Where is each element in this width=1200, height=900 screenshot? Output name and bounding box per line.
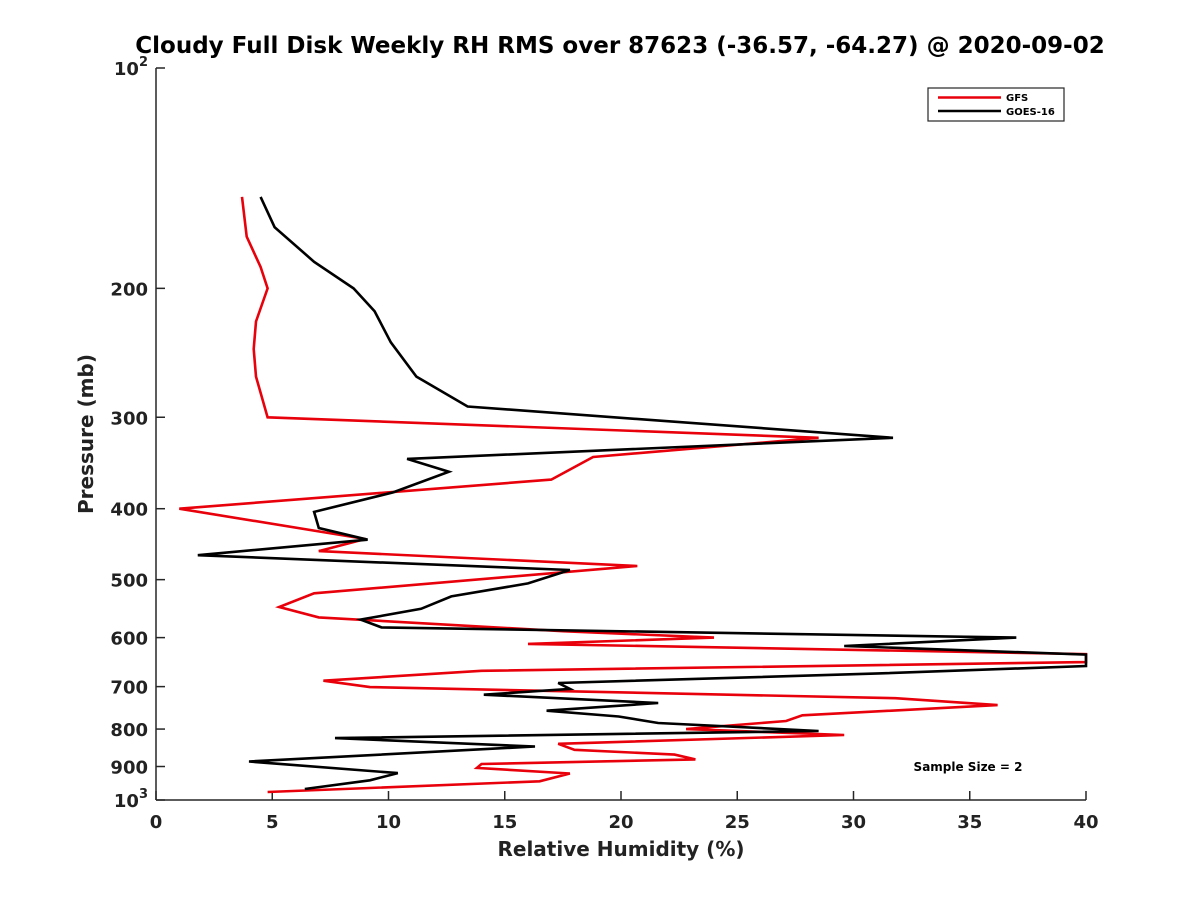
y-tick-label-base: 400: [110, 500, 148, 521]
x-tick-label: 40: [1073, 812, 1098, 833]
y-tick-label: 600: [110, 629, 148, 650]
y-tick-label: 700: [110, 678, 148, 699]
y-tick-label-base: 300: [110, 408, 148, 429]
x-tick-label: 35: [957, 812, 982, 833]
y-tick-label: 300: [110, 408, 148, 429]
y-tick-label: 200: [110, 279, 148, 300]
y-tick-label-base: 700: [110, 678, 148, 699]
plot-area: 0 5 10 15 20 25 30 35 40 10220030040050060070080…: [110, 55, 1098, 833]
y-tick-label: 500: [110, 571, 148, 592]
series-line-gfs: [179, 196, 1088, 794]
legend-label-goes16: GOES-16: [1006, 107, 1055, 118]
legend-label-gfs: GFS: [1006, 93, 1028, 104]
sample-size-annotation: Sample Size = 2: [914, 760, 1023, 774]
y-tick-label-base: 200: [110, 279, 148, 300]
x-tick-label: 5: [266, 812, 279, 833]
x-ticks: 0 5 10 15 20 25 30 35 40: [150, 791, 1099, 833]
legend-box: [927, 87, 1065, 122]
y-tick-label-exponent: 2: [139, 55, 148, 70]
y-tick-label: 400: [110, 500, 148, 521]
x-tick-label: 30: [841, 812, 866, 833]
y-tick-label-exponent: 3: [139, 787, 148, 802]
y-tick-label-base: 900: [110, 758, 148, 779]
x-tick-label: 10: [376, 812, 401, 833]
y-tick-label: 800: [110, 720, 148, 741]
y-tick-label: 103: [114, 787, 148, 812]
y-tick-label: 900: [110, 758, 148, 779]
y-tick-label-base: 10: [114, 59, 139, 80]
legend: GFS GOES-16: [927, 87, 1065, 122]
y-axis-label: Pressure (mb): [74, 354, 98, 514]
series-lines: [179, 196, 1088, 794]
x-tick-label: 20: [608, 812, 633, 833]
y-tick-label-base: 800: [110, 720, 148, 741]
x-axis-label: Relative Humidity (%): [497, 837, 744, 861]
x-tick-label: 15: [492, 812, 517, 833]
y-tick-label-base: 10: [114, 791, 139, 812]
y-tick-label-base: 600: [110, 629, 148, 650]
y-tick-label: 102: [114, 55, 148, 80]
x-tick-label: 0: [150, 812, 163, 833]
y-tick-label-base: 500: [110, 571, 148, 592]
chart-title: Cloudy Full Disk Weekly RH RMS over 8762…: [135, 33, 1104, 59]
x-tick-label: 25: [725, 812, 750, 833]
series-line-goes16: [197, 196, 1088, 791]
